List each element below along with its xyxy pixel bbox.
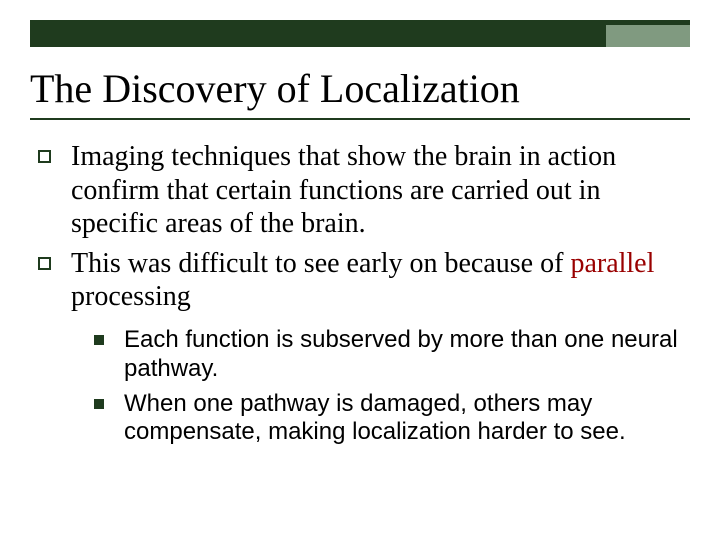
sub-bullet-text: When one pathway is damaged, others may … xyxy=(124,390,690,448)
slide: The Discovery of Localization Imaging te… xyxy=(0,0,720,540)
bullet-list: Imaging techniques that show the brain i… xyxy=(30,140,690,314)
header-bar-thick xyxy=(30,25,690,47)
slide-title: The Discovery of Localization xyxy=(30,65,690,112)
square-outline-icon xyxy=(38,150,51,163)
bullet-item: This was difficult to see early on becau… xyxy=(38,247,690,314)
sub-bullet-item: Each function is subserved by more than … xyxy=(94,326,690,384)
bullet-item: Imaging techniques that show the brain i… xyxy=(38,140,690,241)
square-filled-icon xyxy=(94,335,104,345)
bullet-text-highlight: parallel xyxy=(570,248,654,279)
bullet-text: This was difficult to see early on becau… xyxy=(71,247,690,314)
sub-bullet-list: Each function is subserved by more than … xyxy=(30,326,690,447)
header-bars xyxy=(30,20,690,47)
bullet-text: Imaging techniques that show the brain i… xyxy=(71,140,690,241)
bullet-text-before: This was difficult to see early on becau… xyxy=(71,248,570,279)
header-bar-thick-accent xyxy=(606,25,690,47)
header-bar-thick-left xyxy=(30,25,606,47)
sub-bullet-text: Each function is subserved by more than … xyxy=(124,326,690,384)
title-underline xyxy=(30,118,690,120)
sub-bullet-item: When one pathway is damaged, others may … xyxy=(94,390,690,448)
bullet-text-after: processing xyxy=(71,281,191,312)
square-outline-icon xyxy=(38,257,51,270)
square-filled-icon xyxy=(94,399,104,409)
